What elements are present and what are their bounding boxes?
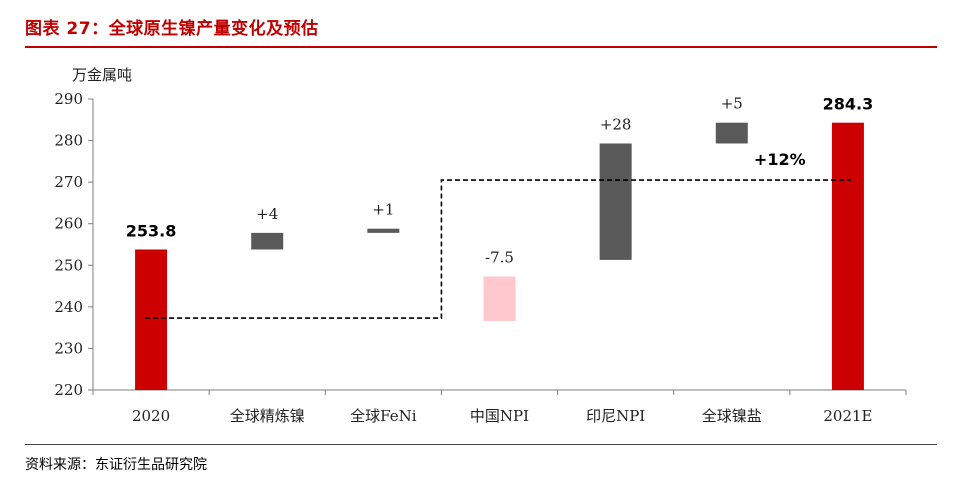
x-category-label: 印尼NPI bbox=[586, 407, 645, 425]
bar-value-label: +4 bbox=[256, 205, 278, 223]
bar-total bbox=[831, 122, 864, 391]
y-tick-label: 230 bbox=[54, 339, 83, 357]
x-category-label: 中国NPI bbox=[470, 407, 529, 425]
title-divider bbox=[25, 46, 937, 48]
y-tick-label: 290 bbox=[54, 90, 83, 108]
x-category-label: 全球精炼镍 bbox=[230, 407, 305, 425]
y-tick-label: 260 bbox=[54, 215, 83, 233]
y-tick-label: 240 bbox=[54, 298, 83, 316]
bar-value-label: +28 bbox=[600, 115, 632, 133]
x-category-label: 2021E bbox=[823, 407, 872, 425]
chart-bars bbox=[135, 122, 864, 391]
bar-value-label: 284.3 bbox=[823, 95, 874, 114]
chart-axes: 220 230 240 250 260 270 280 290 2020 全球精炼镍 全球FeNi 中… bbox=[54, 90, 907, 425]
reference-lines: +12% bbox=[145, 150, 851, 319]
footer-divider bbox=[25, 444, 937, 445]
data-labels: 253.8 +4 +1 -7.5 +28 +5 284.3 bbox=[126, 95, 873, 267]
y-tick-label: 250 bbox=[54, 256, 83, 274]
source-note: 资料来源：东证衍生品研究院 bbox=[25, 457, 207, 473]
waterfall-chart: 万金属吨 220 230 240 250 260 270 280 290 2020 全球精炼镍 全球… bbox=[54, 66, 907, 425]
y-axis-unit-label: 万金属吨 bbox=[72, 66, 132, 84]
bar-decrease bbox=[483, 276, 516, 321]
bar-increase bbox=[367, 228, 400, 233]
bar-total bbox=[135, 249, 168, 390]
x-category-label: 全球FeNi bbox=[350, 407, 417, 425]
y-tick-label: 220 bbox=[54, 381, 83, 399]
bar-value-label: +1 bbox=[372, 201, 394, 219]
bar-increase bbox=[715, 122, 748, 144]
bar-value-label: +5 bbox=[721, 95, 743, 113]
growth-percent-label: +12% bbox=[754, 150, 806, 169]
y-tick-label: 270 bbox=[54, 173, 83, 191]
x-category-label: 2020 bbox=[132, 407, 170, 425]
growth-step-line bbox=[145, 179, 851, 319]
chart-title: 图表 27：全球原生镍产量变化及预估 bbox=[25, 19, 319, 39]
bar-increase bbox=[599, 143, 632, 260]
x-category-label: 全球镍盐 bbox=[702, 407, 762, 425]
y-tick-label: 280 bbox=[54, 132, 83, 150]
bar-value-label: -7.5 bbox=[485, 249, 514, 267]
bar-increase bbox=[251, 232, 284, 250]
bar-value-label: 253.8 bbox=[126, 221, 177, 240]
